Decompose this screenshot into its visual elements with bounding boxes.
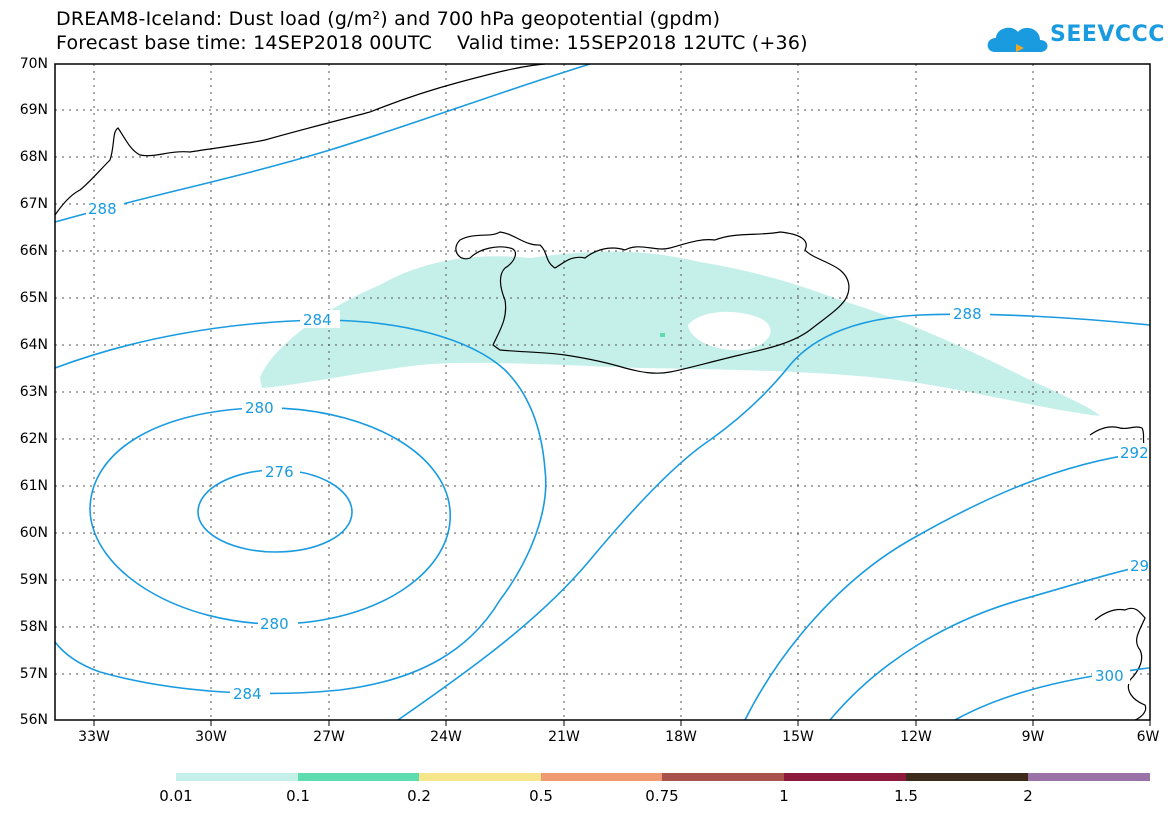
- colorbar-label: 0.2: [407, 787, 431, 805]
- contour-296: [829, 564, 1151, 721]
- lon-label: 33W: [78, 729, 110, 745]
- contour-label: 276: [265, 463, 294, 481]
- colorbar-label: 0.75: [645, 787, 679, 805]
- colorbar-label: 1: [779, 787, 789, 805]
- lon-label: 24W: [430, 729, 462, 745]
- contour-288-north: [54, 63, 591, 223]
- grid-lines: [55, 64, 1150, 720]
- lon-label: 18W: [665, 729, 697, 745]
- colorbar-label: 0.01: [159, 787, 193, 805]
- contour-label: 288: [953, 305, 982, 323]
- greenland-coastline: [54, 63, 546, 216]
- lon-label: 21W: [548, 729, 580, 745]
- dust-free-patch: [688, 311, 771, 351]
- contour-276: [197, 469, 353, 553]
- lat-label: 70N: [19, 56, 48, 72]
- lat-label: 60N: [19, 525, 48, 541]
- contour-label: 292: [1120, 444, 1149, 462]
- colorbar: [176, 773, 1150, 781]
- map-frame: [54, 63, 1151, 721]
- coastlines: [54, 63, 1149, 721]
- colorbar-swatch: [1028, 773, 1150, 781]
- cloud-icon: [987, 27, 1048, 52]
- lon-label: 15W: [782, 729, 814, 745]
- contour-280: [89, 407, 451, 625]
- contour-label: 29: [1130, 557, 1149, 575]
- map-title: DREAM8-Iceland: Dust load (g/m²) and 700…: [56, 8, 721, 30]
- dust-load-area: [260, 251, 1100, 416]
- contour-label: 300: [1095, 667, 1124, 685]
- dust-spot: [660, 333, 665, 337]
- colorbar-swatch: [906, 773, 1028, 781]
- axis-ticks: [93, 720, 1151, 726]
- lat-label: 65N: [19, 290, 48, 306]
- contour-292: [744, 451, 1151, 721]
- lat-label: 56N: [19, 712, 48, 728]
- lon-label: 6W: [1136, 729, 1160, 745]
- lat-label: 57N: [19, 666, 48, 682]
- colorbar-swatch: [662, 773, 784, 781]
- lat-label: 61N: [19, 478, 48, 494]
- colorbar-label: 0.5: [529, 787, 553, 805]
- faroe-coastline: [1089, 426, 1149, 451]
- lat-label: 69N: [19, 102, 48, 118]
- lat-label: 63N: [19, 384, 48, 400]
- colorbar-swatch: [541, 773, 662, 781]
- geopotential-contours: [54, 63, 1151, 721]
- colorbar-label: 0.1: [286, 787, 310, 805]
- logo-text: SEEVCCC: [1050, 22, 1165, 47]
- colorbar-label: 2: [1023, 787, 1033, 805]
- contour-label: 284: [303, 311, 332, 329]
- map-subtitle: Forecast base time: 14SEP2018 00UTC Vali…: [56, 32, 808, 54]
- lat-label: 68N: [19, 149, 48, 165]
- lon-label: 12W: [900, 729, 932, 745]
- contour-label-boxes: [86, 199, 1150, 702]
- contour-label: 280: [245, 399, 274, 417]
- lat-label: 67N: [19, 196, 48, 212]
- lon-label: 9W: [1021, 729, 1045, 745]
- lon-label: 30W: [195, 729, 227, 745]
- colorbar-swatch: [176, 773, 298, 781]
- iceland-coastline: [455, 231, 850, 374]
- lat-label: 64N: [19, 337, 48, 353]
- colorbar-swatch: [298, 773, 419, 781]
- lat-label: 59N: [19, 572, 48, 588]
- contour-label: 284: [233, 685, 262, 703]
- lat-label: 62N: [19, 431, 48, 447]
- colorbar-swatch: [419, 773, 541, 781]
- contour-label: 280: [260, 615, 289, 633]
- contour-label: 288: [88, 200, 117, 218]
- lat-label: 58N: [19, 619, 48, 635]
- scotland-coastline: [1094, 607, 1147, 721]
- lon-label: 27W: [313, 729, 345, 745]
- lat-label: 66N: [19, 243, 48, 259]
- colorbar-label: 1.5: [894, 787, 918, 805]
- colorbar-swatch: [784, 773, 906, 781]
